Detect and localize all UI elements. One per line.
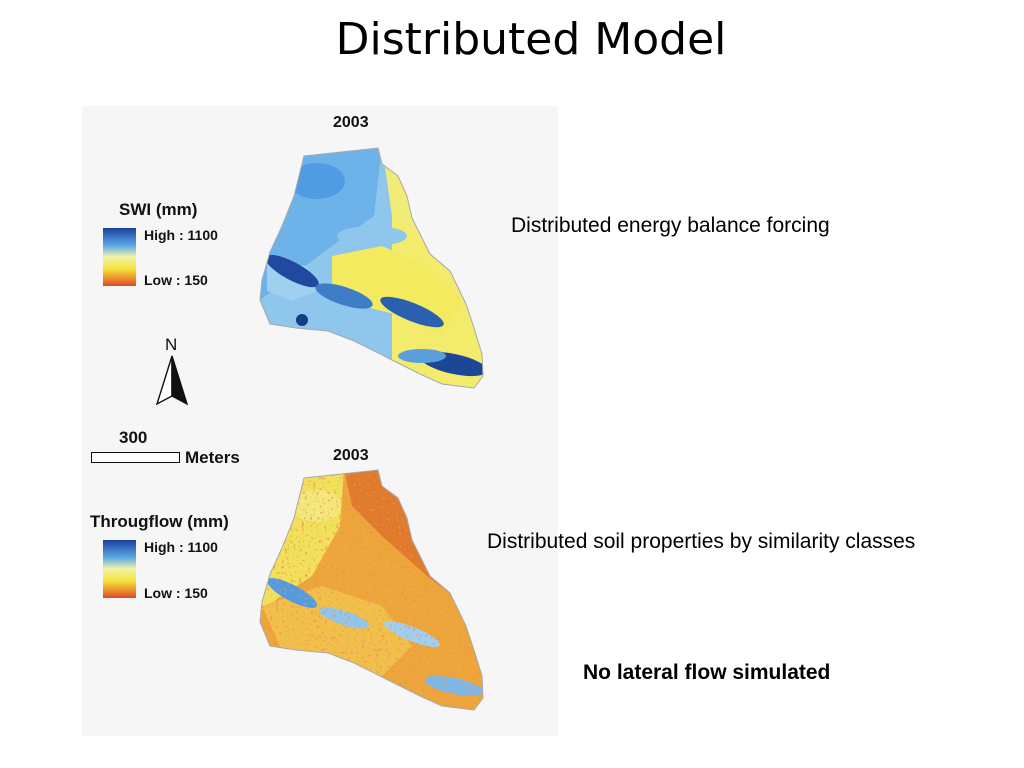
top-legend-low: Low : 150 [144,272,208,288]
note-energy-forcing: Distributed energy balance forcing [511,214,830,237]
swi-map [260,148,483,388]
north-arrow-icon [155,355,189,406]
bottom-legend-high: High : 1100 [144,539,218,555]
top-legend-title: SWI (mm) [119,200,198,219]
scale-bar [91,452,180,463]
throughflow-map [260,470,483,710]
bottom-legend-colorbar [103,540,136,598]
figure-panel: 2003 SWI (mm) High : 1100 Low : 150 N 30… [82,106,558,736]
top-legend-colorbar [103,228,136,286]
scale-bar-value: 300 [119,428,148,447]
top-legend-high: High : 1100 [144,227,218,243]
top-map-year: 2003 [333,114,369,131]
bottom-legend-low: Low : 150 [144,585,208,601]
bottom-map-year: 2003 [333,447,369,464]
watershed-maps [155,147,484,711]
bottom-legend-title: Througflow (mm) [90,512,229,531]
note-no-lateral-flow: No lateral flow simulated [583,661,831,684]
slide-title: Distributed Model [335,14,727,65]
scale-bar-unit: Meters [185,448,240,467]
note-soil-properties: Distributed soil properties by similarit… [487,530,916,553]
north-label: N [165,335,178,354]
